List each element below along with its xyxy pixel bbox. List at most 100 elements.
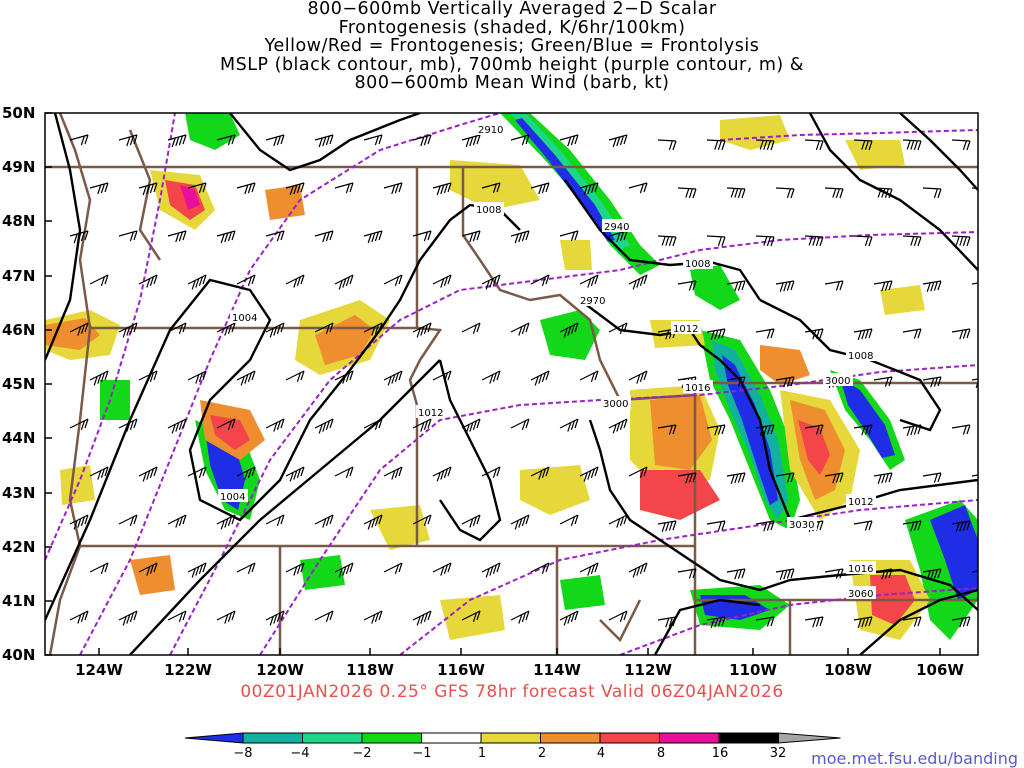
wind-barb [89, 182, 109, 195]
wind-barb [481, 274, 501, 290]
wind-barb [951, 424, 971, 435]
wind-barb [461, 610, 481, 622]
wind-barb [902, 616, 922, 627]
wind-barb [383, 466, 403, 480]
wind-barb [265, 322, 285, 338]
wind-barb [804, 616, 824, 628]
wind-barb [657, 520, 677, 532]
wind-barb [726, 472, 746, 484]
colorbar-label: −4 [290, 746, 310, 761]
wind-barb [187, 370, 207, 384]
svg-text:1016: 1016 [685, 383, 710, 394]
wind-barb [167, 610, 187, 622]
wind-barb [432, 562, 452, 576]
svg-text:2910: 2910 [478, 125, 503, 136]
height-label: 2970 [578, 293, 608, 307]
wind-barb [167, 514, 187, 528]
wind-barb [853, 616, 873, 628]
wind-barb [608, 610, 628, 622]
svg-text:1008: 1008 [476, 205, 501, 216]
wind-barb [873, 280, 893, 292]
wind-barb [951, 616, 971, 628]
wind-barb [530, 182, 550, 195]
wind-barb [804, 424, 824, 435]
wind-barb [412, 610, 432, 626]
wind-barb [873, 568, 893, 580]
wind-barb [706, 328, 726, 340]
lon-label: 124W [75, 661, 123, 679]
wind-barb [628, 182, 648, 194]
wind-barb [167, 134, 187, 148]
wind-barb [334, 274, 354, 290]
lat-label: 43N [2, 484, 36, 502]
wind-barb [824, 568, 844, 579]
wind-barb [334, 370, 354, 384]
wind-barb [138, 182, 158, 196]
svg-text:1008: 1008 [848, 351, 873, 362]
lat-label: 41N [2, 592, 36, 610]
wind-barb [481, 466, 501, 478]
mslp-label: 1004 [230, 310, 260, 324]
lat-label: 48N [2, 212, 36, 230]
wind-barb [873, 376, 893, 387]
wind-barb [902, 328, 922, 339]
colorbar-segment [184, 732, 244, 744]
wind-barb [706, 139, 726, 151]
wind-barb [69, 418, 89, 430]
colorbar-label: −8 [233, 746, 253, 761]
wind-barb [236, 182, 256, 195]
svg-text:1012: 1012 [848, 497, 873, 508]
wind-barb [853, 139, 873, 151]
wind-barb [922, 187, 942, 199]
wind-barb [187, 182, 207, 194]
wind-barb [804, 139, 824, 151]
wind-barb [510, 418, 530, 430]
mslp-label: 1008 [846, 348, 876, 362]
wind-barb [853, 520, 873, 531]
lat-label: 40N [2, 646, 36, 664]
wind-barb [608, 514, 628, 528]
wind-barb [971, 282, 978, 285]
wind-barb [804, 235, 824, 247]
wind-barb [265, 134, 285, 147]
wind-barb [922, 280, 942, 292]
wind-barb [559, 230, 579, 242]
wind-barb [608, 230, 628, 243]
wind-barb [461, 230, 481, 243]
colorbar-segment [718, 732, 779, 744]
wind-barb [755, 328, 775, 339]
wind-barbs [69, 134, 978, 628]
wind-barb [236, 274, 256, 286]
lon-label: 114W [533, 661, 581, 679]
wind-barb [873, 187, 893, 199]
svg-text:3000: 3000 [825, 376, 850, 387]
wind-barb [285, 274, 305, 288]
wind-barb [873, 472, 893, 484]
svg-text:1008: 1008 [685, 259, 710, 270]
wind-barb [432, 466, 452, 482]
wind-barb [726, 280, 746, 292]
wind-barb [412, 322, 432, 338]
wind-barb [804, 328, 824, 340]
wind-barb [412, 418, 432, 432]
wind-barb [579, 370, 599, 382]
wind-barb [118, 610, 138, 626]
wind-barb [314, 322, 334, 334]
title-line: Frontogenesis (shaded, K/6hr/100km) [338, 17, 686, 38]
wind-barb [69, 514, 89, 530]
wind-barb [89, 370, 109, 386]
mslp-label: 1008 [474, 202, 504, 216]
wind-barb [363, 134, 383, 146]
wind-barb [510, 322, 530, 336]
wind-barb [559, 418, 579, 432]
wind-barb [481, 370, 501, 384]
wind-barb [89, 274, 109, 286]
wind-barb [412, 514, 432, 526]
wind-barb [187, 562, 207, 578]
wind-barb [334, 466, 354, 478]
wind-barb [481, 562, 501, 578]
wind-barb [971, 570, 978, 573]
wind-barb [579, 562, 599, 576]
wind-barb [314, 610, 334, 622]
